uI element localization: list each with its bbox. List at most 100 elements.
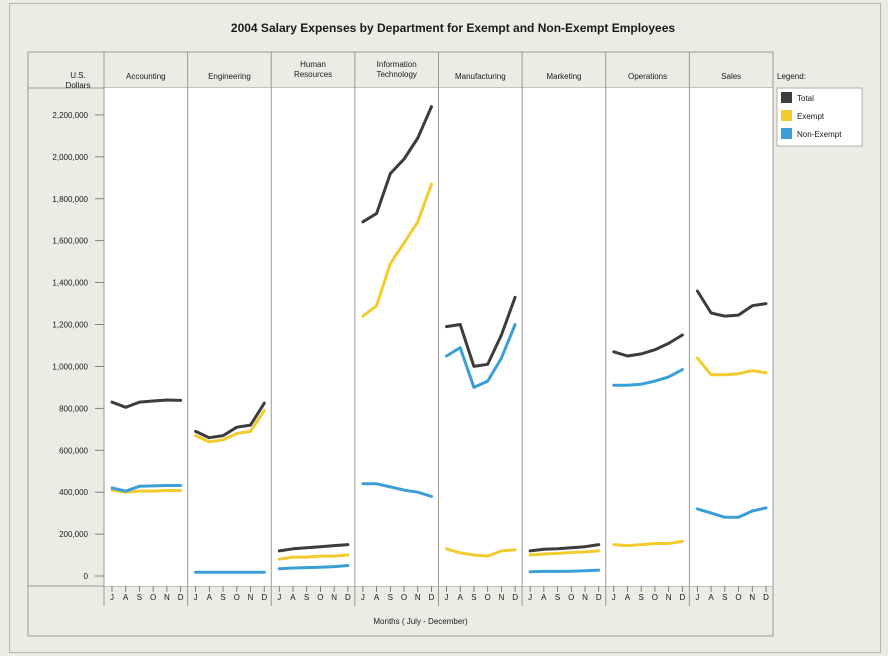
series-line-non-exempt [361, 482, 433, 498]
panel-background [438, 88, 523, 586]
x-tick-label: O [485, 593, 491, 602]
legend-swatch [781, 92, 792, 103]
legend-title: Legend: [777, 72, 806, 81]
y-tick-label: 0 [84, 572, 89, 581]
x-tick-label: D [763, 593, 769, 602]
y-tick-label: 1,400,000 [52, 279, 88, 288]
x-tick-label: J [445, 593, 449, 602]
x-tick-label: O [317, 593, 323, 602]
x-tick-label: A [625, 593, 631, 602]
x-tick-label: D [261, 593, 267, 602]
x-tick-label: A [290, 593, 296, 602]
panel-background [689, 88, 773, 586]
x-tick-label: D [512, 593, 518, 602]
x-tick-label: J [695, 593, 699, 602]
series-line-total [277, 543, 350, 553]
x-tick-label: J [110, 593, 114, 602]
series-line-non-exempt [277, 564, 350, 571]
y-axis-label: U.S. [70, 71, 86, 80]
series-line-total [445, 295, 517, 368]
series-line-total [612, 333, 684, 358]
x-tick-label: D [679, 593, 685, 602]
panel-title: Marketing [546, 72, 581, 81]
chart-title: 2004 Salary Expenses by Department for E… [231, 21, 675, 35]
x-tick-label: O [568, 593, 574, 602]
x-tick-label: J [194, 593, 198, 602]
x-tick-label: A [708, 593, 714, 602]
x-tick-label: A [458, 593, 464, 602]
x-axis-label: Months ( July - December) [373, 617, 468, 626]
series-line-exempt [612, 539, 684, 548]
series-line-total [361, 105, 433, 224]
x-tick-label: N [666, 593, 672, 602]
series-line-non-exempt [110, 484, 183, 493]
x-tick-label: N [415, 593, 421, 602]
series-line-exempt [695, 356, 768, 377]
legend-entry: Non-Exempt [797, 130, 842, 139]
x-tick-label: J [612, 593, 616, 602]
x-tick-label: O [150, 593, 156, 602]
series-line-exempt [361, 182, 433, 318]
x-tick-label: J [528, 593, 532, 602]
y-tick-label: 1,000,000 [52, 362, 88, 371]
series-line-total [110, 398, 183, 409]
series-line-exempt [194, 408, 266, 444]
panel-title: Manufacturing [455, 72, 506, 81]
x-tick-label: O [401, 593, 407, 602]
x-tick-label: D [429, 593, 435, 602]
panel-title: Human [300, 60, 326, 69]
y-axis-label: Dollars [66, 81, 91, 90]
series-line-non-exempt [695, 506, 768, 519]
panel-background [605, 88, 690, 586]
x-tick-label: J [361, 593, 365, 602]
panel-background [271, 88, 355, 586]
x-tick-label: J [277, 593, 281, 602]
y-tick-label: 2,200,000 [52, 111, 88, 120]
panel-title: Information [377, 60, 417, 69]
x-tick-label: S [137, 593, 142, 602]
x-tick-label: S [555, 593, 560, 602]
x-tick-label: A [541, 593, 547, 602]
y-tick-label: 400,000 [59, 488, 88, 497]
x-tick-label: D [596, 593, 602, 602]
series-line-total [194, 401, 266, 440]
x-tick-label: N [164, 593, 170, 602]
x-tick-label: S [220, 593, 225, 602]
y-tick-label: 1,800,000 [52, 195, 88, 204]
legend-entry: Exempt [797, 112, 825, 121]
panel-title: Resources [294, 70, 332, 79]
x-tick-label: O [735, 593, 741, 602]
x-tick-label: O [234, 593, 240, 602]
x-tick-label: N [499, 593, 505, 602]
x-tick-label: S [722, 593, 727, 602]
x-tick-label: N [749, 593, 755, 602]
panel-title: Operations [628, 72, 667, 81]
y-tick-label: 1,200,000 [52, 321, 88, 330]
series-line-total [695, 289, 768, 318]
series-line-total [528, 543, 601, 553]
x-tick-label: A [207, 593, 213, 602]
panel-title: Sales [721, 72, 741, 81]
x-tick-label: N [331, 593, 337, 602]
panel-background [522, 88, 606, 586]
x-tick-label: O [652, 593, 658, 602]
series-line-exempt [277, 553, 350, 561]
legend-entry: Total [797, 94, 814, 103]
series-line-non-exempt [612, 368, 684, 387]
x-tick-label: D [178, 593, 184, 602]
panel-background [187, 88, 272, 586]
x-tick-label: S [388, 593, 393, 602]
x-tick-label: N [248, 593, 254, 602]
chart-frame: 2004 Salary Expenses by Department for E… [9, 3, 881, 653]
y-tick-label: 1,600,000 [52, 237, 88, 246]
series-line-non-exempt [528, 568, 601, 574]
legend-swatch [781, 128, 792, 139]
x-tick-label: A [123, 593, 129, 602]
salary-line-chart: 2004 Salary Expenses by Department for E… [27, 21, 863, 637]
legend-swatch [781, 110, 792, 121]
panel-background [354, 88, 439, 586]
x-tick-label: A [374, 593, 380, 602]
panel-background [104, 88, 188, 586]
y-tick-label: 2,000,000 [52, 153, 88, 162]
series-line-exempt [528, 549, 601, 557]
